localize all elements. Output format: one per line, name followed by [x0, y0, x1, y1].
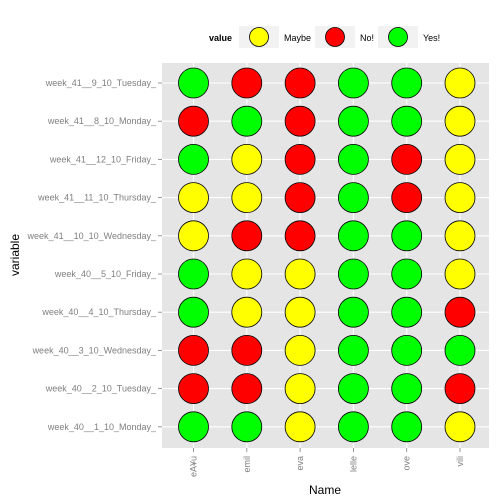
data-point [284, 296, 316, 328]
y-axis-title: variable [8, 234, 22, 276]
data-point [391, 411, 423, 443]
data-point [337, 373, 369, 405]
y-tick-label: week_41__11_10_Thursday_ [37, 193, 157, 203]
y-tick-label: week_40__4_10_Thursday_ [41, 307, 157, 317]
data-point [337, 334, 369, 366]
data-point [178, 373, 209, 405]
data-point [231, 182, 263, 214]
y-tick-label: week_40__1_10_Monday_ [47, 422, 157, 432]
data-point [391, 67, 423, 99]
data-point [337, 411, 369, 443]
x-tick-label: vili [455, 456, 465, 467]
legend: value Maybe No! Yes! [209, 26, 440, 48]
data-point [444, 182, 476, 214]
legend-label: No! [360, 33, 374, 43]
data-point [178, 296, 209, 328]
data-point [284, 143, 316, 175]
data-point [231, 296, 263, 328]
data-point [231, 411, 263, 443]
plot-panel [162, 63, 489, 448]
y-tick-label: week_41__12_10_Friday_ [49, 154, 157, 164]
data-point [231, 105, 263, 137]
data-point [284, 411, 316, 443]
x-tick-label: eva [295, 456, 305, 471]
y-tick-label: week_40__2_10_Tuesday_ [45, 384, 157, 394]
legend-key [249, 27, 269, 47]
x-tick-label: emil [242, 456, 252, 473]
data-point [284, 220, 316, 252]
y-axis-ticks: week_41__9_10_Tuesday_ week_41__8_10_Mond… [27, 78, 162, 432]
legend-title: value [209, 33, 232, 43]
y-tick-label: week_41__10_10_Wednesday_ [27, 231, 157, 241]
data-point [444, 67, 476, 99]
data-point [391, 296, 423, 328]
data-point [284, 182, 316, 214]
data-point [444, 143, 476, 175]
x-tick-label: eA¥u [189, 456, 199, 477]
data-point [391, 143, 423, 175]
legend-key [325, 27, 345, 47]
legend-label: Maybe [284, 33, 311, 43]
y-tick-label: week_40__5_10_Friday_ [54, 269, 157, 279]
data-point [231, 258, 263, 290]
data-point [391, 334, 423, 366]
data-point [231, 143, 263, 175]
data-point [337, 143, 369, 175]
data-point [178, 411, 209, 443]
data-point [444, 105, 476, 137]
data-point [231, 373, 263, 405]
data-point [391, 182, 423, 214]
points [178, 67, 476, 443]
legend-label: Yes! [423, 33, 440, 43]
legend-key [388, 27, 408, 47]
data-point [444, 220, 476, 252]
data-point [284, 67, 316, 99]
data-point [231, 334, 263, 366]
data-point [444, 373, 476, 405]
data-point [391, 220, 423, 252]
data-point [337, 67, 369, 99]
data-point [337, 296, 369, 328]
x-axis-title: Name [309, 483, 341, 497]
x-tick-label: ove [402, 456, 412, 471]
data-point [391, 373, 423, 405]
data-point [178, 220, 209, 252]
data-point [231, 220, 263, 252]
data-point [337, 220, 369, 252]
data-point [391, 105, 423, 137]
data-point [337, 258, 369, 290]
data-point [178, 143, 209, 175]
data-point [444, 296, 476, 328]
x-axis-ticks: eA¥u emil eva lelle ove vili [189, 448, 465, 477]
data-point [284, 105, 316, 137]
data-point [178, 67, 209, 99]
data-point [178, 105, 209, 137]
data-point [178, 258, 209, 290]
data-point [337, 182, 369, 214]
data-point [444, 334, 476, 366]
data-point [444, 411, 476, 443]
y-tick-label: week_41__8_10_Monday_ [47, 116, 157, 126]
data-point [178, 334, 209, 366]
data-point [284, 258, 316, 290]
data-point [337, 105, 369, 137]
data-point [231, 67, 263, 99]
y-tick-label: week_41__9_10_Tuesday_ [45, 78, 157, 88]
data-point [391, 258, 423, 290]
data-point [178, 182, 209, 214]
data-point [444, 258, 476, 290]
y-tick-label: week_40__3_10_Wednesday_ [32, 345, 157, 355]
x-tick-label: lelle [348, 456, 358, 472]
data-point [284, 334, 316, 366]
data-point [284, 373, 316, 405]
